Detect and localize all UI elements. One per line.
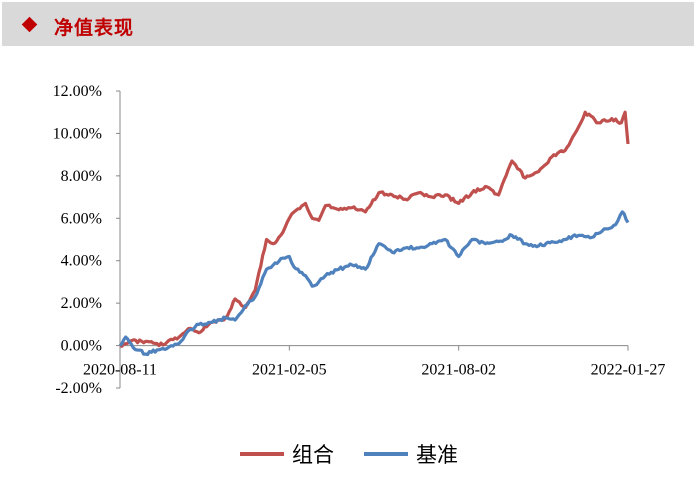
- chart-series: [118, 110, 630, 357]
- series-line-benchmark: [118, 210, 630, 357]
- section-title: 净值表现: [54, 17, 135, 39]
- y-tick-label: 10.00%: [53, 125, 102, 142]
- section-header: 净值表现: [2, 2, 694, 46]
- y-tick-label: 0.00%: [61, 338, 102, 355]
- x-tick-label: 2022-01-27: [591, 362, 666, 379]
- legend-label-portfolio: 组合: [292, 443, 334, 467]
- y-tick-label: 12.00%: [53, 83, 102, 100]
- x-tick-label: 2020-08-11: [83, 362, 157, 379]
- x-tick-label: 2021-02-05: [252, 362, 327, 379]
- x-tick-label: 2021-08-02: [421, 362, 496, 379]
- y-tick-label: 4.00%: [61, 253, 102, 270]
- legend-label-benchmark: 基准: [416, 443, 458, 467]
- chart-legend: 组合 基准: [240, 443, 458, 467]
- chart-axes: 12.00% 10.00% 8.00% 6.00% 4.00% 2.00% 0.00% -2.…: [53, 83, 666, 397]
- y-tick-label: 8.00%: [61, 168, 102, 185]
- y-tick-label: 6.00%: [61, 210, 102, 227]
- series-line-portfolio: [119, 110, 630, 348]
- y-tick-label: 2.00%: [61, 295, 102, 312]
- y-tick-label: -2.00%: [55, 380, 102, 397]
